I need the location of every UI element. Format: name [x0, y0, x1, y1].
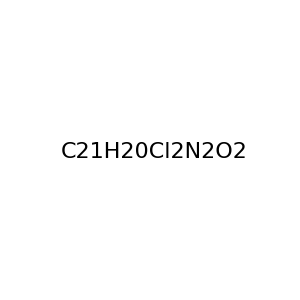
- Text: C21H20Cl2N2O2: C21H20Cl2N2O2: [60, 142, 247, 161]
